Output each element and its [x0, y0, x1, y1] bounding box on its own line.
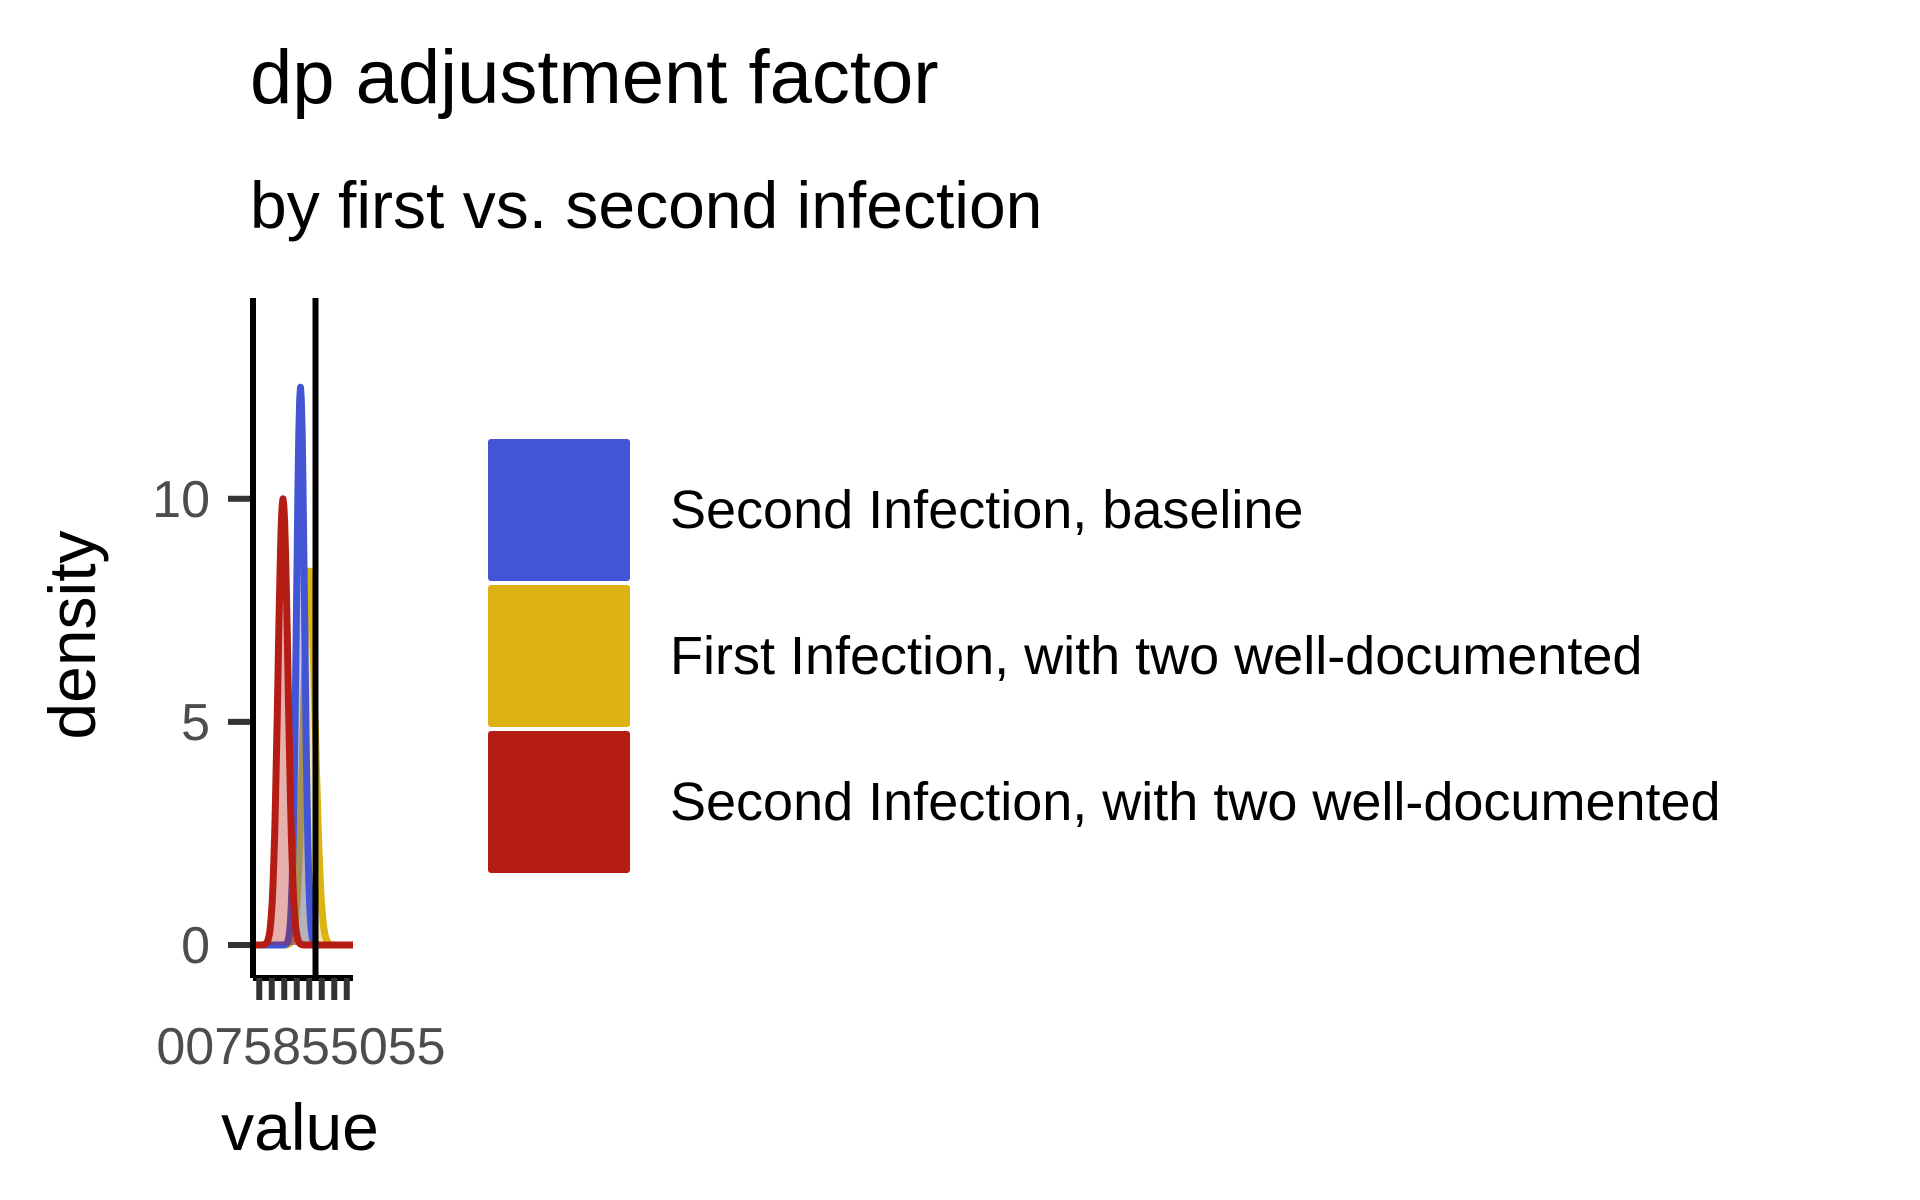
- legend-swatch: [488, 731, 630, 873]
- legend: Second Infection, baseline First Infecti…: [488, 437, 1721, 875]
- chart-subtitle: by first vs. second infection: [250, 168, 1043, 242]
- x-tick-labels: 0075855055: [156, 1018, 445, 1076]
- legend-item-second-two-documented: Second Infection, with two well-document…: [488, 729, 1721, 875]
- legend-item-first-two-documented: First Infection, with two well-documente…: [488, 583, 1721, 729]
- y-tick-label: 0: [181, 917, 210, 975]
- chart-title: dp adjustment factor: [250, 35, 939, 120]
- y-tick-label: 10: [152, 471, 210, 529]
- legend-label: Second Infection, with two well-document…: [670, 772, 1721, 832]
- legend-item-second-baseline: Second Infection, baseline: [488, 437, 1721, 583]
- axes: 0 5 10 0075855055 value density: [35, 298, 446, 1164]
- legend-swatch: [488, 439, 630, 581]
- y-axis-title: density: [35, 530, 109, 739]
- y-tick-label: 5: [181, 694, 210, 752]
- plot-panel: [250, 383, 356, 949]
- legend-swatch: [488, 585, 630, 727]
- density-curve: [250, 495, 356, 949]
- legend-label: Second Infection, baseline: [670, 480, 1304, 540]
- legend-label: First Infection, with two well-documente…: [670, 626, 1643, 686]
- x-axis-title: value: [221, 1090, 379, 1164]
